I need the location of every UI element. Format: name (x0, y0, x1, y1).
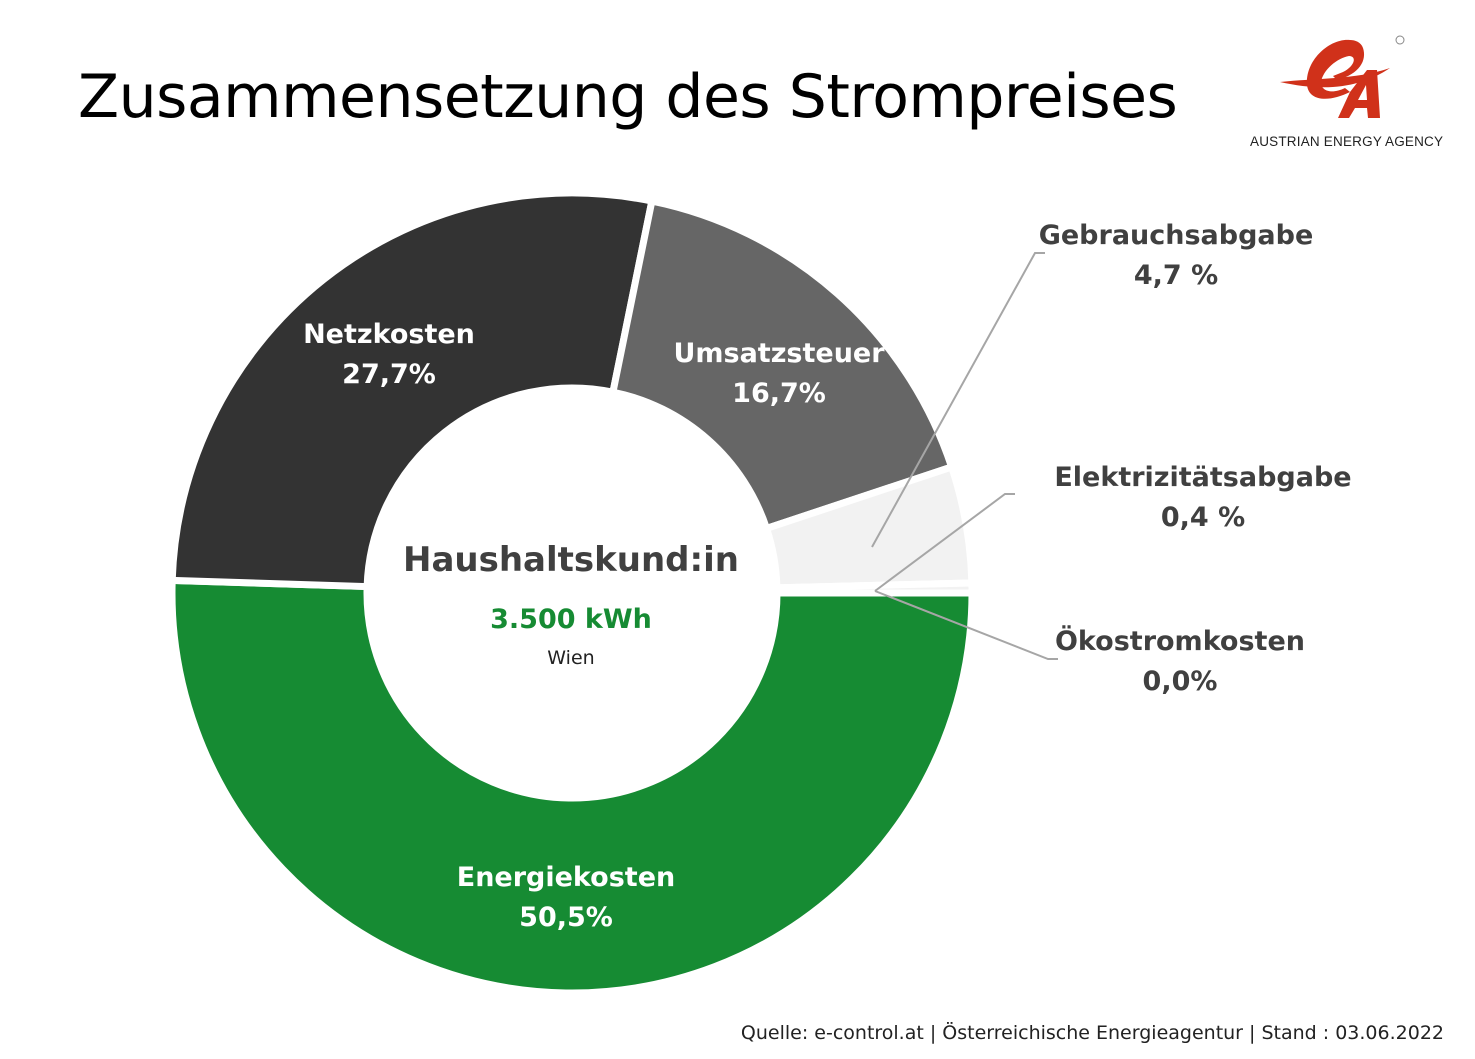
leader-line-oekostromkosten (874, 590, 1058, 660)
slice-netzkosten (168, 189, 657, 591)
label-oekostromkosten-value: 0,0% (1143, 666, 1218, 697)
austrian-energy-agency-logo (1280, 35, 1405, 118)
slice-elektrizittsabgabe (773, 579, 976, 597)
page-title: Zusammensetzung des Strompreises (78, 62, 1178, 132)
source-note: Quelle: e-control.at | Österreichische E… (740, 1022, 1444, 1044)
label-gebrauchsabgabe-value: 4,7 % (1134, 260, 1218, 291)
slice-energiekosten (168, 576, 976, 997)
label-elektrizitaetsabgabe-value: 0,4 % (1161, 502, 1245, 533)
center-region: Wien (547, 647, 594, 669)
label-umsatzsteuer-name: Umsatzsteuer (673, 338, 885, 369)
leader-line-gebrauchsabgabe (871, 252, 1045, 548)
label-netzkosten-name: Netzkosten (303, 319, 475, 350)
label-gebrauchsabgabe-name: Gebrauchsabgabe (1039, 220, 1314, 251)
center-consumption: 3.500 kWh (490, 604, 652, 635)
label-netzkosten-value: 27,7% (342, 359, 436, 390)
label-umsatzsteuer-value: 16,7% (732, 378, 826, 409)
label-elektrizitaetsabgabe-name: Elektrizitätsabgabe (1054, 462, 1351, 493)
label-oekostromkosten-name: Ökostromkosten (1055, 624, 1305, 657)
leader-line-elektrizitaetsabgabe (874, 493, 1015, 592)
label-energiekosten-value: 50,5% (519, 902, 613, 933)
label-energiekosten-name: Energiekosten (457, 862, 675, 893)
slice-umsatzsteuer (608, 196, 957, 533)
center-title: Haushaltskund:in (403, 540, 739, 580)
logo-text: AUSTRIAN ENERGY AGENCY (1250, 134, 1444, 149)
